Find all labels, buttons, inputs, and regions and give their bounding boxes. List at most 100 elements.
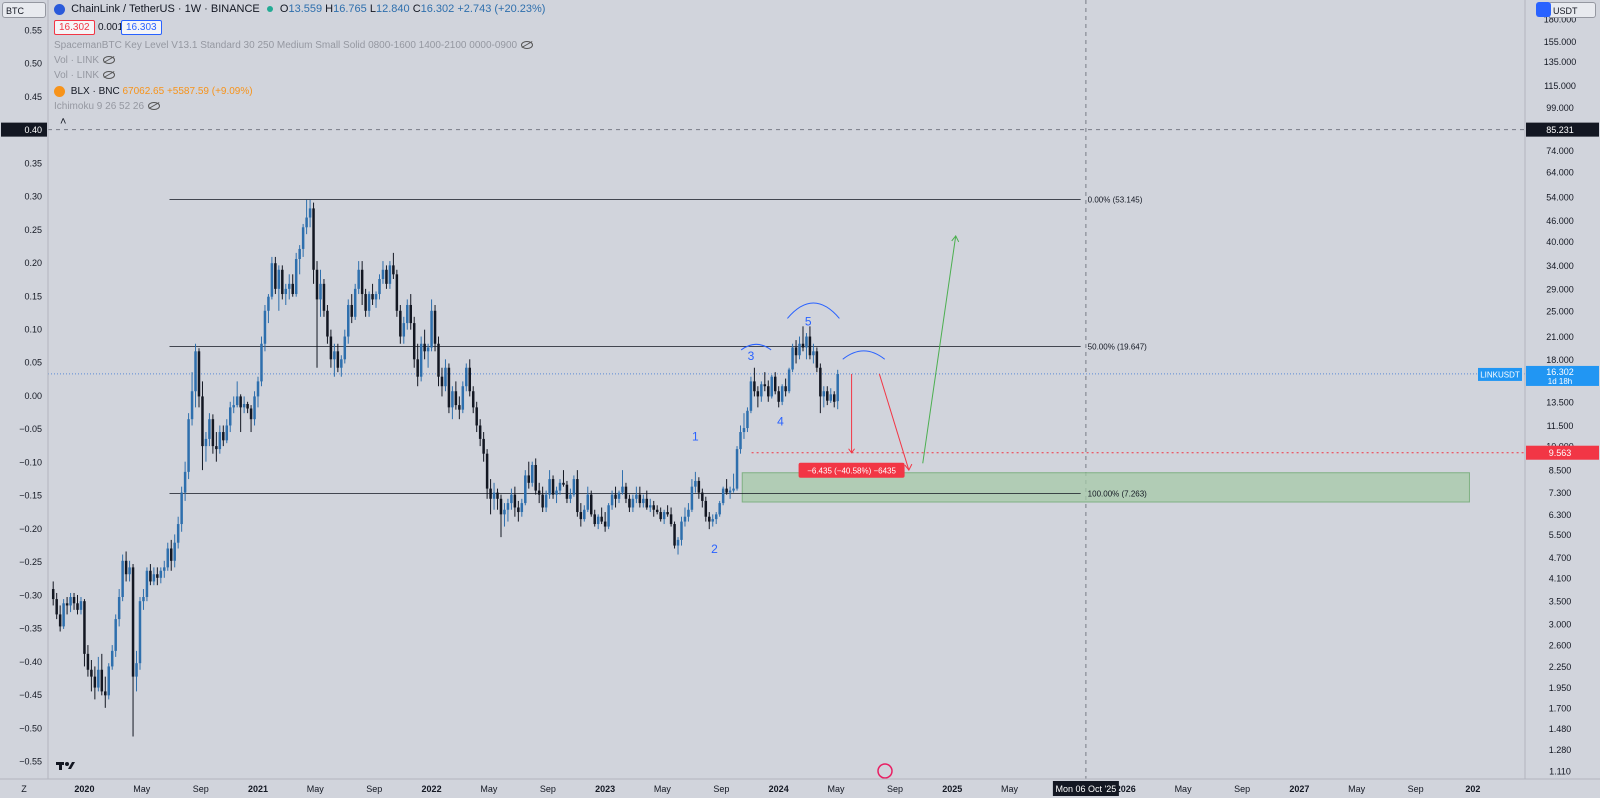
candle-body	[551, 479, 555, 495]
hidden-eye-icon[interactable]	[103, 71, 116, 80]
symbol-title[interactable]: ChainLink / TetherUS · 1W · BINANCE	[71, 3, 260, 15]
candle-body	[749, 381, 753, 411]
wave-count-label[interactable]: 5	[805, 315, 812, 329]
candle-body	[55, 599, 58, 615]
right-axis-tick-label: 54.000	[1546, 193, 1574, 203]
candle-body	[246, 403, 249, 409]
candle-body	[419, 343, 423, 377]
symbol-selector[interactable]: BTC	[2, 2, 46, 18]
candle-body	[114, 619, 117, 651]
tradingview-logo-icon[interactable]	[56, 762, 75, 770]
candle-body	[124, 560, 128, 575]
candle-body	[395, 274, 399, 311]
right-axis-tick-label: 46.000	[1546, 216, 1574, 226]
crosshair-left-label: 0.40	[24, 125, 42, 135]
candle-body	[496, 492, 499, 499]
indicator-row-3[interactable]: Vol · LINK	[54, 70, 116, 81]
left-axis-tick-label: 0.05	[24, 358, 42, 368]
time-axis-panel[interactable]	[0, 779, 1600, 798]
indicator-row-4[interactable]: BLX · BNC 67062.65 +5587.59 (+9.09%)	[54, 86, 253, 97]
candle-body	[642, 498, 645, 504]
candle-body	[326, 310, 329, 337]
wave-count-label[interactable]: 3	[748, 349, 755, 363]
candle-body	[329, 336, 333, 360]
candle-body	[815, 351, 819, 368]
candle-body	[416, 359, 419, 377]
candle-body	[228, 407, 232, 426]
candle-body	[787, 369, 791, 392]
wave-count-label[interactable]: 4	[777, 414, 784, 428]
candle-body	[263, 310, 267, 344]
right-axis-tick-label: 155.000	[1544, 37, 1577, 47]
candle-body	[593, 514, 596, 525]
candle-body	[409, 304, 412, 324]
candle-body	[76, 603, 79, 610]
wave-count-label[interactable]: 2	[711, 542, 718, 556]
candle-body	[659, 512, 662, 520]
candle-body	[197, 351, 201, 397]
indicator-row-5[interactable]: Ichimoku 9 26 52 26	[54, 101, 161, 112]
bearish-projection-arrow[interactable]	[878, 373, 910, 471]
candle-body	[312, 208, 315, 270]
candle-body	[697, 480, 701, 493]
candle-body	[336, 351, 340, 368]
left-axis-tick-label: −0.10	[19, 457, 42, 467]
currency-selector[interactable]: USDT	[1548, 2, 1596, 18]
right-axis-tick-label: 180.000	[1544, 15, 1577, 25]
candle-body	[166, 548, 170, 568]
candle-body	[794, 347, 798, 356]
candle-body	[513, 494, 517, 508]
hidden-eye-icon[interactable]	[148, 102, 161, 111]
symbol-price-label: LINKUSDT	[1480, 370, 1520, 379]
right-axis-tick-label: 5.500	[1549, 530, 1572, 540]
candle-body	[156, 574, 159, 578]
right-axis-tick-label: 1.110	[1549, 766, 1571, 776]
candle-body	[544, 494, 548, 508]
candle-body	[235, 396, 239, 406]
candle-body	[770, 376, 773, 397]
candle-body	[72, 597, 76, 604]
right-shoulder-arc[interactable]	[842, 350, 886, 360]
time-axis-label: 2024	[769, 784, 789, 794]
time-axis-label: 2021	[248, 784, 268, 794]
candle-body	[732, 488, 735, 491]
wave-3-arc[interactable]	[740, 343, 772, 351]
wave-count-label[interactable]: 1	[692, 429, 699, 443]
bullish-projection-arrow[interactable]	[922, 235, 957, 464]
candle-body	[655, 509, 659, 513]
candle-body	[666, 512, 669, 515]
last-price-tag	[1526, 365, 1599, 386]
candle-body	[51, 589, 55, 600]
candle-body	[374, 294, 378, 300]
candle-body	[249, 408, 253, 420]
time-axis-label: 2020	[74, 784, 94, 794]
candle-body	[242, 403, 246, 408]
candle-body	[801, 343, 805, 348]
candle-body	[753, 381, 756, 392]
indicator-row-1[interactable]: SpacemanBTC Key Level V13.1 Standard 30 …	[54, 40, 534, 51]
bid-price[interactable]: 16.302	[54, 20, 95, 35]
collapse-legend-icon[interactable]: ˄	[60, 116, 67, 128]
hidden-eye-icon[interactable]	[103, 56, 116, 65]
indicator-change: +5587.59 (+9.09%)	[166, 86, 253, 98]
bitcoin-logo-icon	[54, 86, 65, 97]
indicator-row-2[interactable]: Vol · LINK	[54, 55, 116, 66]
compare-toggle-icon[interactable]	[1536, 2, 1551, 17]
candle-body	[468, 367, 472, 392]
hidden-eye-icon[interactable]	[521, 41, 534, 50]
candle-body	[277, 269, 281, 289]
target-price-label: 9.563	[1549, 448, 1572, 458]
candle-body	[239, 396, 242, 408]
wave-5-arc[interactable]	[787, 302, 840, 319]
candle-body	[784, 386, 787, 392]
ask-price[interactable]: 16.303	[121, 20, 162, 35]
measure-box[interactable]	[798, 462, 905, 478]
candle-body	[503, 509, 506, 515]
last-price-label: 16.302	[1546, 367, 1574, 377]
replay-alert-icon[interactable]	[877, 763, 893, 779]
candle-body	[58, 614, 62, 627]
candle-body	[829, 394, 833, 401]
candle-body	[805, 336, 808, 348]
